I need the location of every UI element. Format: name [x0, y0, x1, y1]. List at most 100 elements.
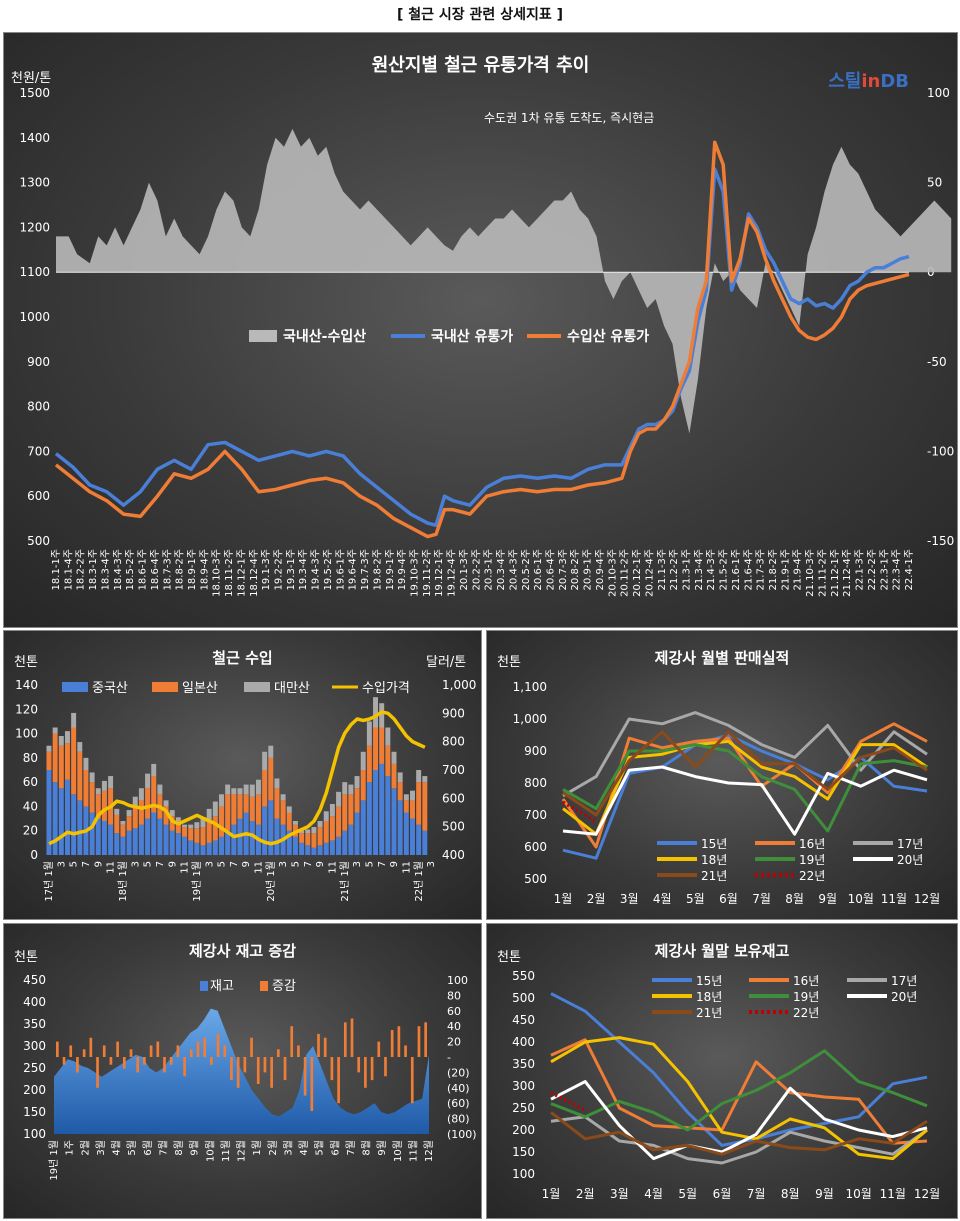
y-tick-label: 1200: [19, 220, 50, 234]
bar-china: [360, 800, 366, 855]
legend-label: 17년: [897, 837, 923, 851]
bar-japan: [219, 806, 224, 837]
bar-china: [145, 818, 151, 855]
x-tick-label: 4월: [111, 1140, 123, 1156]
y-tick-label: 200: [512, 1123, 535, 1137]
bar-taiwan: [145, 773, 151, 789]
y-tick-label: 100: [512, 1167, 535, 1181]
x-tick-label: 4월: [653, 892, 672, 906]
bar-taiwan: [132, 796, 138, 807]
x-tick-label: 11: [180, 861, 191, 874]
bar-china: [163, 824, 169, 855]
bar-change: [116, 1041, 119, 1057]
y2-tick-label: 80: [447, 989, 461, 1002]
bar-china: [225, 830, 231, 855]
legend-label: 15년: [701, 837, 727, 851]
bar-taiwan: [200, 817, 206, 828]
bar-japan: [175, 821, 181, 834]
stock-month-panel: 100 150 200 250 300 350 400 450 500 550 1월 2월 3월 4월 5월…: [486, 923, 958, 1219]
bar-taiwan: [71, 712, 77, 728]
bar-china: [348, 824, 354, 855]
bar-taiwan: [305, 829, 311, 834]
legend-label: 20년: [891, 990, 917, 1004]
y-tick-label: 900: [524, 744, 547, 758]
bar-taiwan: [317, 821, 323, 828]
x-tick-label: 19년 1월: [191, 861, 203, 902]
y-tick-label: 200: [23, 1083, 46, 1097]
x-tick-label: 9월: [376, 1140, 388, 1156]
bar-change: [156, 1041, 160, 1057]
bar-taiwan: [385, 727, 391, 746]
y2-tick-label: -50: [927, 355, 947, 369]
x-tick-label: 7월: [345, 1140, 357, 1156]
x-tick-label: 10월: [204, 1140, 216, 1162]
x-tick-label: 7월: [747, 1187, 766, 1201]
x-tick-label: 19.6-1주: [335, 549, 346, 590]
legend-swatch: [152, 682, 178, 692]
bar-taiwan: [108, 776, 114, 789]
bar-china: [299, 842, 305, 855]
x-tick-label: 10월: [392, 1140, 404, 1162]
legend-label: 16년: [799, 837, 825, 851]
y-tick-label: 900: [27, 355, 50, 369]
bar-china: [249, 821, 255, 855]
import-chart: 0 20 40 60 80 100 120 140 400 500 600 700 800 900 1,00…: [15, 678, 476, 902]
x-tick-label: 19.6-4주: [348, 549, 359, 590]
x-tick-label: 22.3-1주: [879, 549, 890, 590]
x-tick-label: 21.12-1주: [830, 549, 841, 597]
stock-month-title: 제강사 월말 보유재고: [654, 942, 790, 960]
bar-change: [404, 1045, 407, 1057]
bar-taiwan: [342, 782, 348, 795]
x-tick-label: 9: [315, 861, 326, 867]
bar-china: [397, 800, 403, 855]
stock-month-ylabel: 천톤: [497, 950, 521, 965]
x-tick-label: 18.9-1주: [187, 549, 198, 590]
sales-title: 제강사 월별 판매실적: [654, 649, 790, 667]
bar-taiwan: [329, 804, 335, 817]
bar-japan: [95, 794, 101, 819]
y-tick-label: 300: [23, 1039, 46, 1053]
bar-china: [385, 776, 391, 855]
bar-japan: [403, 800, 409, 813]
x-tick-label: 6월: [713, 1187, 732, 1201]
bar-japan: [200, 827, 206, 846]
y-tick-label: 450: [512, 1013, 535, 1027]
bar-china: [206, 842, 212, 855]
x-tick-label: 18.12-4주: [249, 549, 260, 597]
bar-china: [151, 812, 157, 855]
bar-china: [391, 788, 397, 855]
bar-taiwan: [77, 742, 83, 752]
x-tick-label: 9: [389, 861, 400, 867]
bar-china: [188, 840, 194, 855]
x-tick-label: 3: [56, 861, 67, 867]
bar-china: [262, 806, 268, 855]
x-tick-label: 6월: [329, 1140, 341, 1156]
bar-japan: [194, 828, 200, 843]
bar-change: [397, 1026, 401, 1057]
bar-change: [270, 1057, 273, 1088]
y-tick-label: 120: [15, 702, 38, 716]
series-line-y16: [550, 1038, 928, 1145]
x-tick-label: 21.6-4주: [743, 549, 754, 590]
series-line-import-price: [48, 710, 426, 846]
y2-tick-label: 900: [442, 706, 465, 720]
y-tick-label: 100: [15, 727, 38, 741]
x-tick-label: 18.3-4주: [100, 549, 111, 590]
x-tick-label: 2월: [587, 892, 606, 906]
bar-change: [323, 1037, 327, 1057]
series-line-y15: [550, 992, 928, 1147]
y-tick-label: 700: [524, 808, 547, 822]
bar-taiwan: [46, 745, 52, 752]
y-tick-label: 800: [27, 400, 50, 414]
x-tick-label: 7: [303, 861, 314, 867]
y-tick-label: 1500: [19, 86, 50, 100]
bar-taiwan: [89, 772, 95, 783]
y-tick-label: 700: [27, 444, 50, 458]
bar-change: [89, 1037, 93, 1057]
bar-taiwan: [182, 824, 188, 828]
bar-japan: [71, 727, 77, 795]
series-line-y22: [550, 1091, 586, 1112]
series-area-diff: [56, 128, 952, 434]
legend-label: 대만산: [274, 681, 310, 696]
series-line-y22: [562, 800, 597, 823]
